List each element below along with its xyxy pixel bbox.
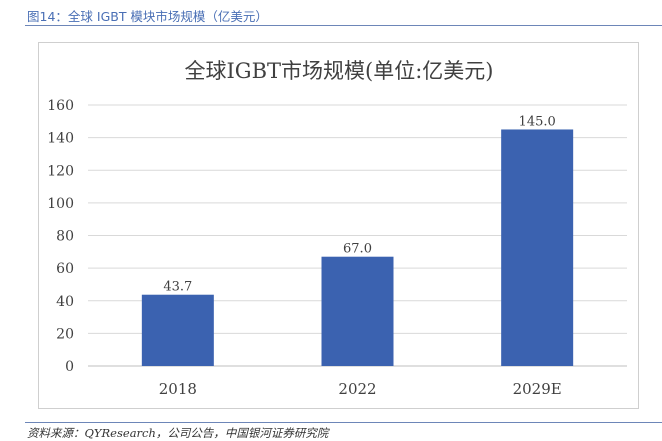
y-tick-label: 80 (56, 229, 74, 245)
y-tick-label: 0 (65, 359, 74, 375)
bars (141, 129, 574, 366)
data-label: 145.0 (519, 114, 556, 129)
x-tick-label: 2018 (159, 380, 197, 398)
source-rule (25, 422, 662, 423)
figure-caption: 图14：全球 IGBT 模块市场规模（亿美元） (27, 9, 268, 24)
bar-2018 (141, 294, 214, 366)
y-tick-label: 40 (56, 294, 74, 310)
y-axis-ticks: 0 20 40 60 80 100 120 140 160 (47, 98, 74, 375)
x-tick-label: 2022 (338, 380, 376, 398)
bar-2022 (321, 256, 394, 366)
source-note: 资料来源：QYResearch，公司公告，中国银河证券研究院 (27, 426, 329, 440)
y-tick-label: 160 (47, 98, 74, 114)
caption-rule (25, 25, 662, 26)
y-tick-label: 120 (47, 163, 74, 179)
chart-title: 全球IGBT市场规模(单位:亿美元) (185, 59, 494, 83)
y-tick-label: 140 (47, 131, 74, 147)
y-tick-label: 60 (56, 261, 74, 277)
y-tick-label: 20 (56, 326, 74, 342)
x-tick-label: 2029E (513, 380, 562, 398)
data-label: 67.0 (343, 242, 372, 257)
bar-2029E (501, 129, 574, 366)
data-labels: 43.7 67.0 145.0 (163, 114, 555, 294)
x-axis-ticks: 2018 2022 2029E (159, 380, 562, 398)
y-tick-label: 100 (47, 196, 74, 212)
data-label: 43.7 (163, 280, 192, 295)
